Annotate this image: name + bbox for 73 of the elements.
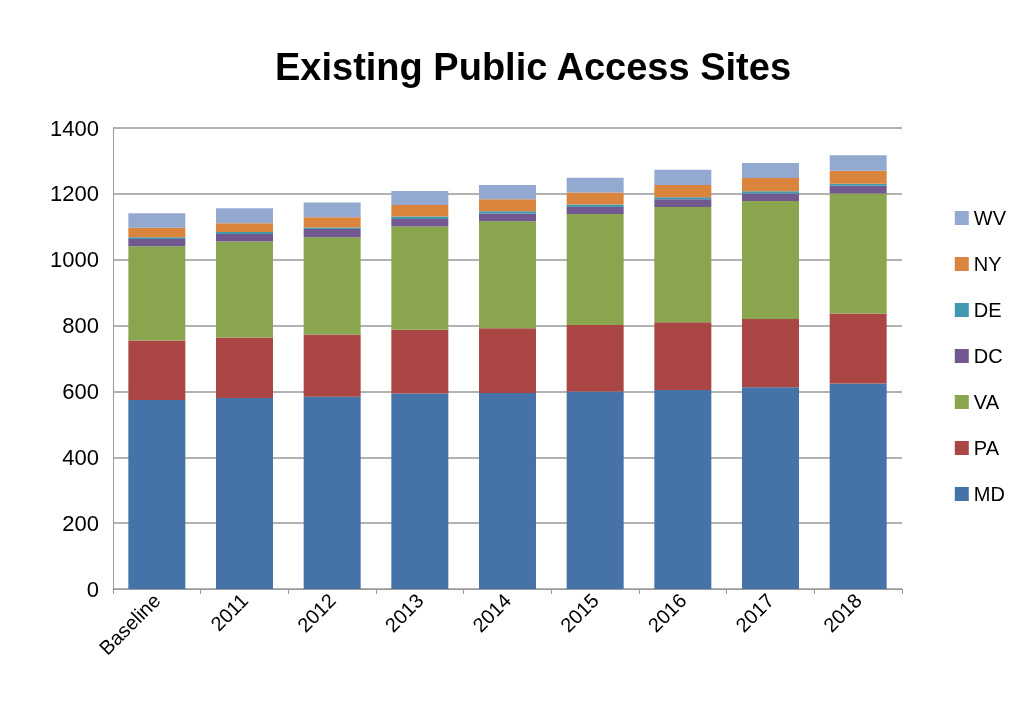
bar [829, 313, 887, 384]
y-tick-label: 1200 [50, 181, 99, 207]
y-tick-label: 1000 [50, 247, 99, 273]
bar [303, 396, 361, 589]
bar [566, 213, 624, 325]
bar [128, 238, 186, 247]
bar [128, 227, 186, 238]
bar [566, 177, 624, 193]
bar [654, 169, 712, 185]
bar [216, 208, 273, 224]
bar [479, 328, 536, 394]
legend-label: DE [973, 299, 1002, 321]
bar [654, 390, 712, 589]
bar [829, 383, 887, 589]
bar [829, 155, 887, 171]
bar [654, 199, 712, 208]
legend-label: VA [973, 391, 1000, 413]
bar [391, 205, 449, 217]
bar [391, 329, 449, 394]
bar [742, 193, 799, 202]
bar [128, 340, 186, 400]
bar [303, 334, 361, 397]
bar [216, 241, 273, 338]
bar [566, 207, 624, 214]
legend-label: DC [973, 345, 1003, 367]
bar [566, 391, 624, 589]
y-tick-label: 400 [62, 444, 99, 470]
bar [742, 162, 799, 179]
bar [128, 399, 186, 589]
legend-label: MD [973, 483, 1005, 505]
bar [654, 207, 712, 323]
bar [391, 190, 449, 206]
chart-title: Existing Public Access Sites [274, 46, 792, 88]
bar [479, 199, 536, 212]
y-tick-label: 200 [62, 510, 99, 536]
bar [479, 184, 536, 200]
bar [391, 218, 449, 227]
legend-label: NY [973, 253, 1002, 275]
bar [742, 178, 799, 192]
bar [479, 211, 536, 214]
bar [303, 229, 361, 238]
bar [216, 234, 273, 242]
bar [303, 237, 361, 335]
bar [829, 185, 887, 194]
bar [479, 393, 536, 589]
bar [829, 193, 887, 314]
bar [128, 246, 186, 341]
y-tick-label: 600 [62, 378, 99, 404]
bar [216, 398, 273, 589]
bar [742, 191, 799, 194]
legend-label: WV [973, 207, 1007, 229]
bar [216, 223, 273, 233]
bar [566, 204, 624, 208]
bar [303, 217, 361, 228]
bar [742, 201, 799, 319]
y-tick-label: 0 [86, 576, 99, 602]
bar [128, 213, 186, 228]
bar [654, 184, 712, 198]
bar [216, 337, 273, 399]
y-tick-label: 1400 [50, 115, 99, 141]
bar [303, 202, 361, 218]
bar [742, 387, 799, 589]
bar [391, 393, 449, 589]
bar [829, 170, 887, 184]
bar [566, 192, 624, 205]
bar [742, 318, 799, 388]
bar [391, 226, 449, 330]
bar [566, 324, 624, 392]
bar [654, 322, 712, 391]
bar [479, 213, 536, 222]
y-tick-label: 800 [62, 313, 99, 339]
legend-label: PA [973, 437, 1000, 459]
bar [479, 221, 536, 329]
